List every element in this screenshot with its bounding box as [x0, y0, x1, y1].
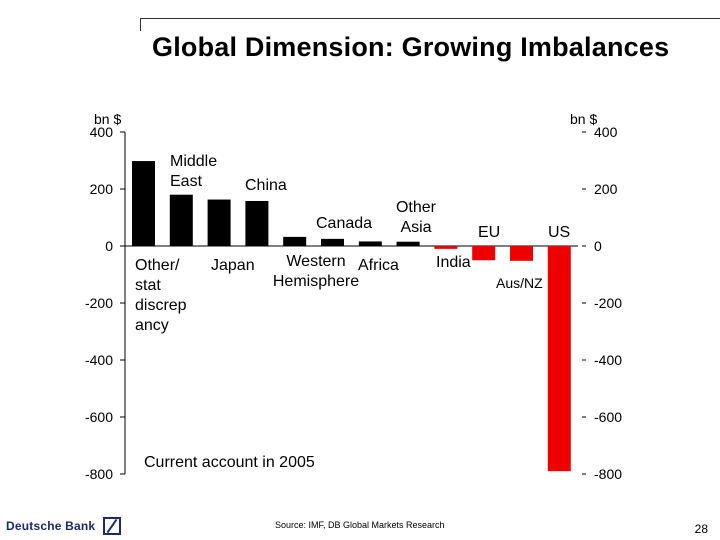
y-tick-label-right: 200: [594, 181, 618, 197]
bar-3: [245, 200, 269, 246]
bar-2: [207, 199, 231, 246]
category-label-0: Other/stat discrep ancy: [135, 257, 187, 334]
category-label-4: Western Hemisphere: [273, 253, 359, 290]
y-tick-label-right: 400: [594, 124, 618, 140]
category-label-5: Canada: [316, 215, 372, 232]
y-axis-unit-right: bn $: [570, 111, 597, 127]
bar-6: [358, 241, 382, 246]
brand: Deutsche Bank: [6, 514, 122, 538]
category-label-8: India: [436, 254, 471, 271]
y-tick-label-right: -800: [594, 466, 622, 482]
bar-8: [434, 246, 458, 249]
bar-1: [169, 194, 193, 246]
y-tick-label-left: -400: [85, 352, 113, 368]
y-tick-label-left: -600: [85, 409, 113, 425]
category-label-6: Africa: [358, 257, 399, 274]
category-label-2: Japan: [211, 257, 255, 274]
y-axis-unit-left: bn $: [94, 111, 121, 127]
y-tick-label-right: -200: [594, 295, 622, 311]
y-tick-label-right: -600: [594, 409, 622, 425]
y-tick-label-left: 200: [90, 181, 114, 197]
bar-7: [396, 241, 420, 246]
header-rule: [140, 18, 720, 31]
deutsche-bank-logo-icon: [103, 517, 122, 535]
y-tick-label-left: 400: [90, 124, 114, 140]
y-tick-label-left: -200: [85, 295, 113, 311]
bar-9: [472, 246, 496, 261]
bar-10: [510, 246, 533, 261]
chart-caption: Current account in 2005: [144, 454, 315, 471]
y-tick-label-right: 0: [594, 238, 602, 254]
brand-name: Deutsche Bank: [6, 519, 96, 533]
category-label-3: China: [245, 177, 287, 194]
y-tick-label-left: 0: [105, 238, 113, 254]
page-number: 28: [694, 522, 708, 536]
category-label-7: Other Asia: [396, 199, 437, 236]
source-note: Source: IMF, DB Global Markets Research: [275, 520, 445, 530]
category-label-1: Middle East: [170, 153, 217, 190]
slide-title: Global Dimension: Growing Imbalances: [152, 32, 670, 62]
category-label-11: US: [548, 224, 570, 241]
category-label-10: Aus/NZ: [496, 275, 543, 291]
bar-11: [547, 246, 571, 472]
category-label-9: EU: [478, 224, 500, 241]
bar-4: [283, 236, 307, 246]
y-tick-label-right: -400: [594, 352, 622, 368]
y-tick-label-left: -800: [85, 466, 113, 482]
bar-5: [321, 238, 344, 246]
bar-0: [132, 161, 155, 246]
